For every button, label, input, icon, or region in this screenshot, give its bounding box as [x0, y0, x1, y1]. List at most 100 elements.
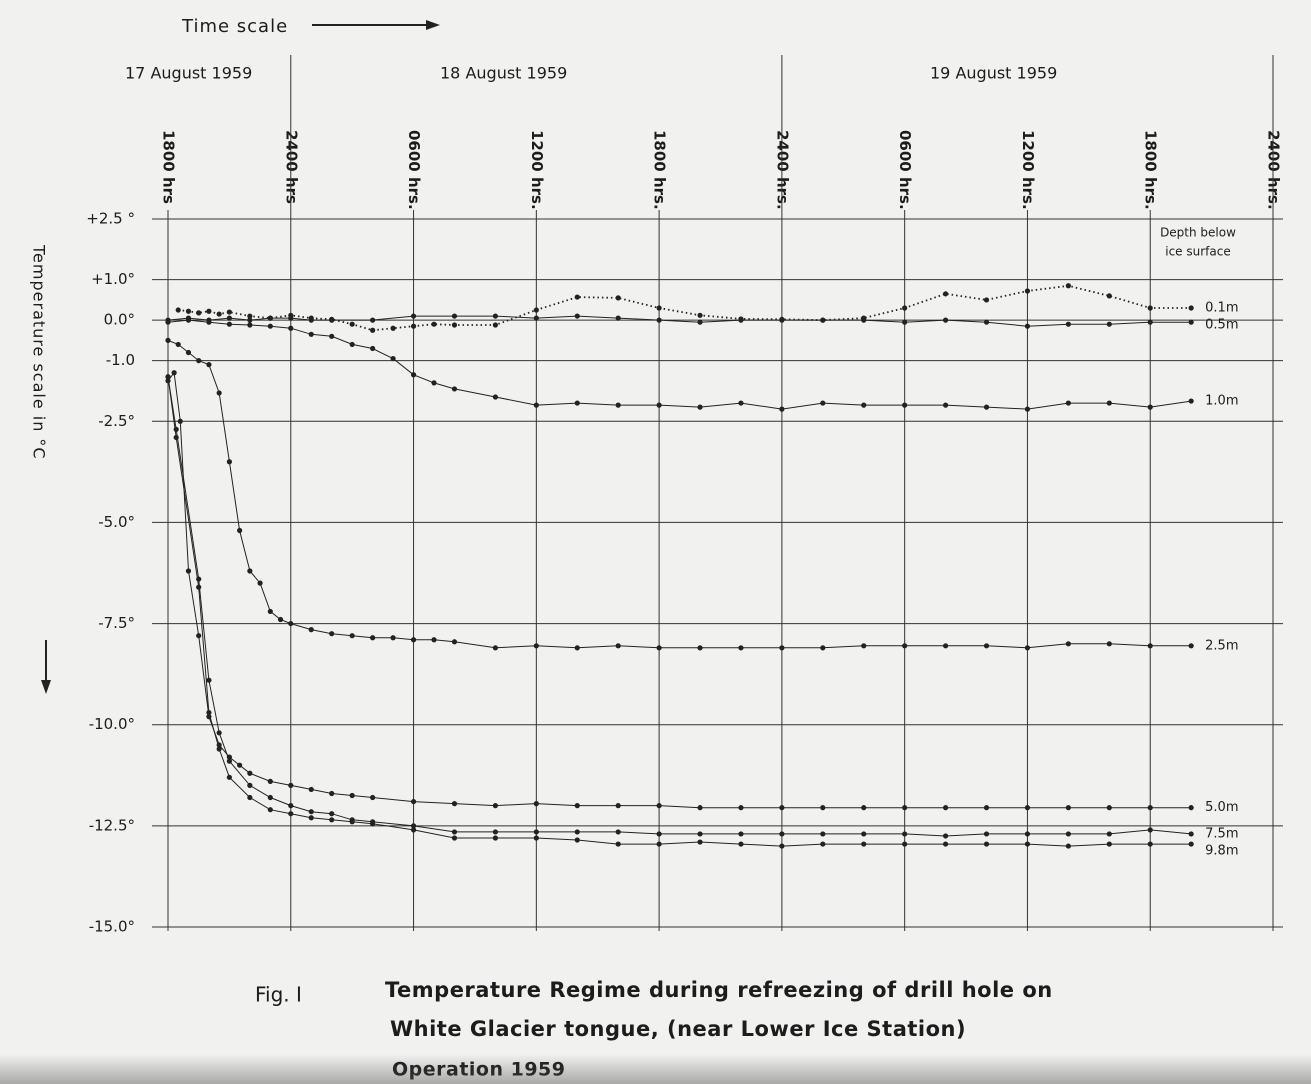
x-tick-label: 1200 hrs.	[528, 130, 546, 210]
x-tick-label: 1200 hrs.	[1019, 130, 1037, 210]
legend-title: ice surface	[1165, 245, 1230, 259]
data-point	[390, 635, 396, 641]
data-point	[226, 315, 232, 321]
data-point	[308, 627, 314, 633]
data-point	[656, 841, 662, 847]
data-point	[185, 308, 192, 314]
data-point	[615, 295, 621, 301]
data-point	[431, 637, 437, 643]
data-point	[308, 317, 314, 323]
y-tick-label: -10.0°	[89, 715, 135, 733]
data-point	[206, 308, 212, 314]
date-label: 18 August 1959	[440, 64, 567, 83]
data-point	[1024, 406, 1031, 412]
data-point	[1065, 283, 1071, 289]
data-point	[656, 317, 662, 323]
data-point	[257, 580, 263, 586]
data-point	[1106, 841, 1112, 847]
data-point	[370, 635, 376, 641]
data-point	[1106, 805, 1112, 811]
data-point	[267, 794, 273, 801]
y-tick-label: -1.0	[106, 351, 135, 369]
data-point	[574, 645, 580, 651]
data-point	[779, 843, 785, 849]
data-point	[574, 313, 580, 319]
data-point	[983, 841, 990, 847]
data-point	[779, 645, 785, 651]
data-point	[656, 305, 662, 311]
data-point	[451, 835, 458, 841]
data-point	[861, 831, 867, 837]
data-point	[1106, 400, 1112, 406]
data-point	[329, 790, 335, 797]
data-point	[738, 805, 744, 811]
data-point	[349, 792, 355, 799]
data-point	[492, 835, 499, 841]
data-point	[175, 341, 181, 348]
data-point	[1065, 400, 1071, 406]
data-point	[1188, 841, 1194, 847]
data-point	[615, 803, 621, 809]
data-point	[820, 400, 826, 406]
data-point	[173, 434, 179, 441]
data-point	[492, 394, 499, 400]
data-point	[216, 730, 222, 736]
data-point	[267, 315, 273, 321]
data-point	[1024, 805, 1031, 811]
data-point	[533, 801, 539, 807]
data-point	[1024, 841, 1031, 847]
data-point	[370, 821, 376, 827]
data-point	[902, 805, 908, 811]
data-point	[1065, 321, 1071, 327]
data-point	[329, 333, 335, 339]
data-point	[237, 762, 243, 768]
x-tick-label: 0600 hrs.	[896, 130, 914, 210]
data-point	[431, 321, 437, 327]
data-point	[206, 709, 212, 716]
data-point	[226, 459, 232, 465]
data-point	[942, 317, 949, 323]
data-point	[1065, 805, 1071, 811]
data-point	[492, 322, 499, 328]
data-point	[820, 841, 826, 847]
data-point	[216, 746, 222, 752]
data-point	[1188, 398, 1194, 404]
data-point	[247, 770, 253, 776]
data-point	[308, 815, 314, 821]
series-line	[178, 284, 1192, 332]
data-point	[370, 327, 376, 333]
data-point	[615, 841, 621, 847]
data-point	[308, 809, 314, 815]
data-point	[738, 400, 744, 406]
data-point	[942, 833, 949, 839]
y-tick-label: -12.5°	[89, 816, 135, 834]
data-point	[1147, 805, 1153, 811]
data-point	[247, 322, 253, 328]
data-point	[983, 805, 990, 811]
data-point	[615, 643, 621, 649]
data-point	[820, 317, 826, 323]
data-point	[206, 677, 212, 683]
data-point	[177, 418, 183, 424]
data-point	[902, 841, 908, 847]
data-point	[1065, 641, 1071, 647]
data-point	[1188, 319, 1194, 325]
data-point	[196, 633, 202, 639]
legend-label: 0.1m	[1205, 301, 1238, 316]
caption-line: Operation 1959	[392, 1059, 566, 1081]
data-point	[574, 829, 580, 835]
data-point	[983, 404, 990, 410]
data-point	[329, 811, 335, 817]
arrow-head	[41, 680, 51, 694]
data-point	[738, 841, 744, 847]
data-point	[902, 402, 908, 408]
data-point	[451, 829, 458, 835]
data-point	[226, 309, 232, 315]
y-tick-label: +1.0°	[91, 270, 135, 288]
data-point	[574, 837, 580, 843]
data-point	[1147, 827, 1153, 833]
data-point	[533, 315, 539, 321]
data-point	[942, 291, 949, 297]
data-point	[267, 778, 273, 784]
